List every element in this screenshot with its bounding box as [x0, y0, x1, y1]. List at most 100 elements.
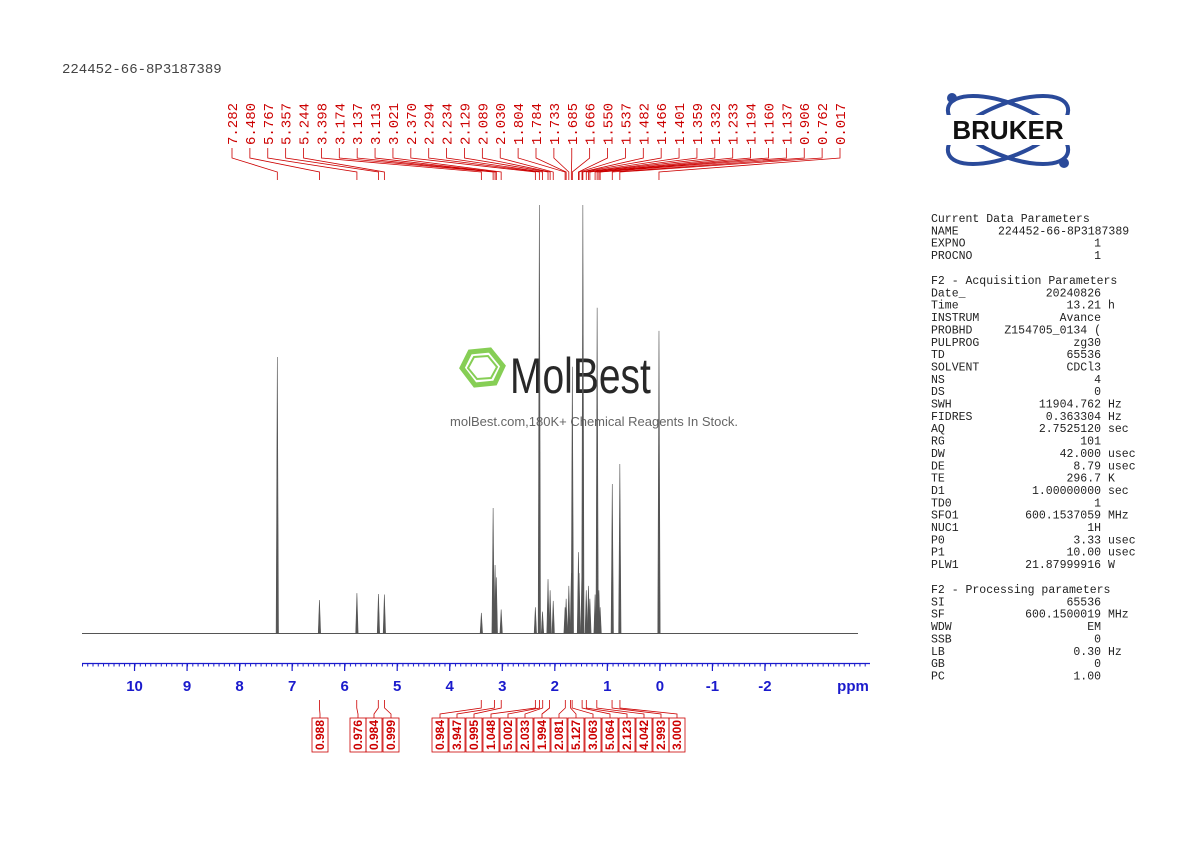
param-unit: K — [1108, 473, 1115, 486]
integral-box — [533, 717, 551, 753]
param-value: Avance — [1060, 312, 1102, 325]
x-tick-label: -2 — [758, 678, 771, 695]
peak-leader — [517, 148, 566, 180]
peak-leader — [599, 148, 787, 180]
param-value: 101 — [1080, 436, 1101, 449]
watermark: MolBest molBest.com,180K+ Chemical Reage… — [450, 347, 738, 429]
integral-box — [567, 717, 585, 753]
peak — [598, 607, 602, 634]
param-unit: usec — [1108, 448, 1136, 461]
param-value: 1.00 — [1073, 670, 1101, 683]
x-tick-label: 9 — [183, 678, 191, 695]
param-unit: usec — [1108, 534, 1136, 547]
peak-leader — [578, 148, 626, 180]
peak-label: 1.359 — [691, 103, 707, 145]
param-name: TE — [931, 473, 945, 486]
peak-label: 2.030 — [494, 103, 510, 145]
peak-leader — [594, 148, 734, 180]
logo-text: BRUKER — [952, 115, 1063, 145]
param-name: AQ — [931, 423, 945, 436]
param-name: GB — [931, 658, 945, 671]
integral-leader — [619, 700, 678, 718]
param-value: 1.00000000 — [1032, 485, 1101, 498]
param-unit: usec — [1108, 547, 1136, 560]
integral-label: 3.947 — [450, 720, 464, 750]
peak — [355, 593, 359, 634]
param-value: 0 — [1094, 633, 1101, 646]
peak-label: 1.804 — [512, 103, 528, 145]
sample-title: 224452-66-8P3187389 — [62, 62, 222, 78]
peak — [479, 612, 483, 634]
integral-leader — [581, 700, 611, 718]
param-name: SWH — [931, 399, 952, 412]
peak — [551, 600, 555, 634]
peak-label: 3.137 — [351, 103, 367, 145]
param-value: 600.1537059 — [1025, 510, 1101, 523]
peak-label: 0.906 — [798, 103, 814, 145]
peak-label: 1.784 — [530, 103, 546, 145]
peak — [567, 585, 571, 634]
integral-leader — [570, 700, 577, 718]
integral-label: 1.048 — [484, 720, 498, 750]
watermark-name: MolBest — [510, 347, 651, 404]
peak — [548, 590, 552, 634]
param-unit: Hz — [1108, 399, 1122, 412]
integral-box — [516, 717, 534, 753]
integral-box — [382, 717, 400, 753]
peak-leader — [356, 148, 496, 180]
peak-leader — [596, 148, 751, 180]
param-name: SFO1 — [931, 510, 959, 523]
param-value: 0 — [1094, 386, 1101, 399]
peak-label: 1.332 — [709, 103, 725, 145]
integral-leader — [439, 700, 482, 718]
peak-leader — [499, 148, 554, 180]
integral-leader — [356, 700, 359, 718]
param-value: 20240826 — [1046, 287, 1101, 300]
integral-box — [618, 717, 636, 753]
peak-leader — [598, 148, 769, 180]
param-value: EM — [1087, 621, 1101, 634]
peak-leader — [619, 148, 823, 180]
peak — [564, 598, 568, 634]
param-name: PLW1 — [931, 559, 959, 572]
integral-label: 2.993 — [654, 720, 668, 750]
param-value: 0.30 — [1073, 646, 1101, 659]
peak-label: 3.398 — [315, 103, 331, 145]
peak-label: 6.480 — [244, 103, 260, 145]
param-name: SOLVENT — [931, 361, 979, 374]
peak-leader — [581, 148, 644, 180]
param-value: 600.1500019 — [1025, 609, 1101, 622]
peak-label: 1.160 — [762, 103, 778, 145]
param-unit: W — [1108, 559, 1115, 572]
peak-label: 1.482 — [637, 103, 653, 145]
param-name: TD0 — [931, 497, 952, 510]
integral-label: 5.127 — [569, 720, 583, 750]
param-name: Time — [931, 300, 959, 313]
peak-label: 1.401 — [673, 103, 689, 145]
param-value: 0.363304 — [1046, 411, 1101, 424]
param-value: 13.21 — [1066, 300, 1101, 313]
param-value: 1 — [1094, 250, 1101, 263]
integral-leader — [585, 700, 628, 718]
integral-leader — [373, 700, 379, 718]
param-section-title: F2 - Processing parameters — [931, 584, 1110, 597]
peak-leader — [589, 148, 716, 180]
integral-label: 0.976 — [351, 720, 365, 750]
param-unit: MHz — [1108, 510, 1129, 523]
integral-leader — [473, 700, 502, 718]
integral-box — [448, 717, 466, 753]
param-unit: MHz — [1108, 609, 1129, 622]
param-value: CDCl3 — [1066, 361, 1101, 374]
param-value: 0 — [1094, 658, 1101, 671]
param-name: P0 — [931, 534, 945, 547]
peak-label: 1.137 — [780, 103, 796, 145]
integral-label: 4.042 — [637, 720, 651, 750]
peak-leader — [446, 148, 543, 180]
peak-leader — [588, 148, 698, 180]
integral-label: 3.000 — [670, 720, 684, 750]
param-name: SSB — [931, 633, 952, 646]
peak-leader — [374, 148, 497, 180]
integral-label: 0.995 — [467, 720, 481, 750]
peak-label: 3.021 — [387, 103, 403, 145]
